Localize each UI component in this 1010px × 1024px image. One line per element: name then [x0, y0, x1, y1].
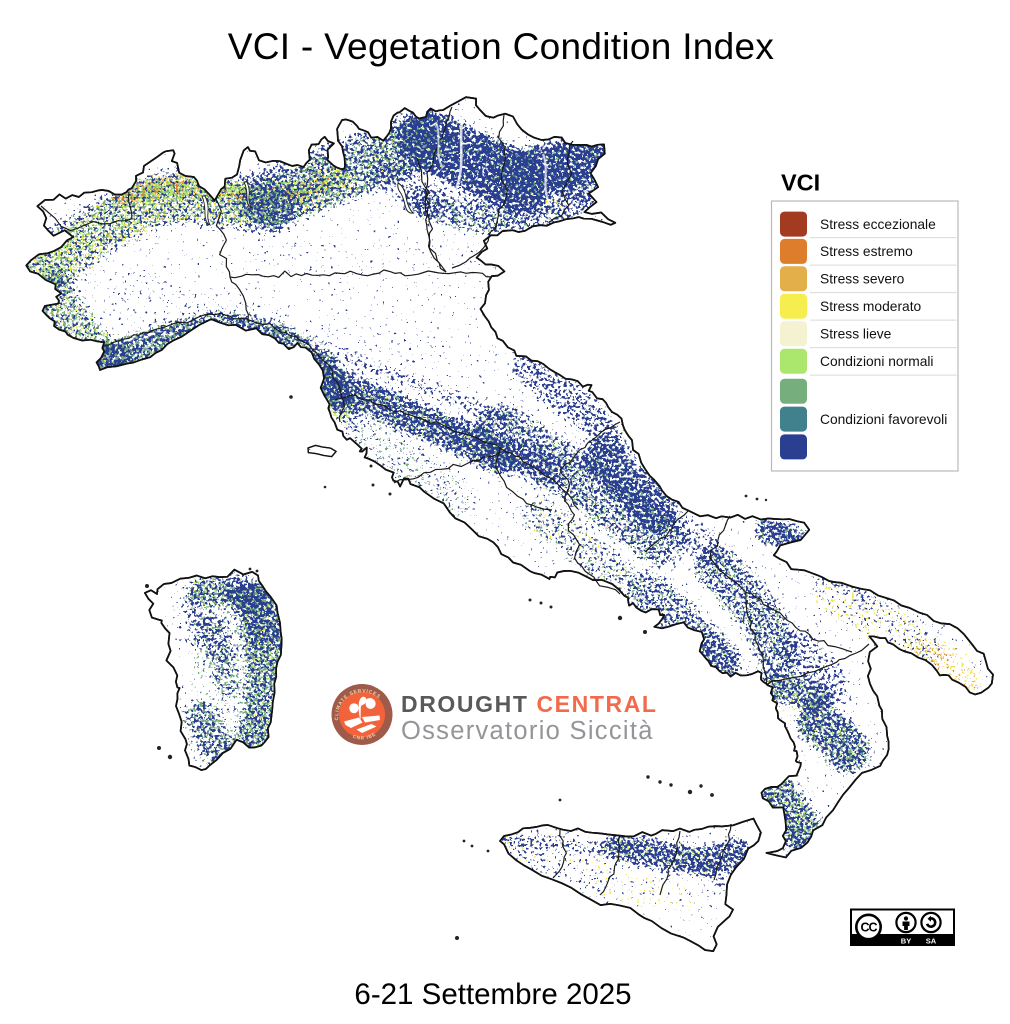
svg-text:Stress eccezionale: Stress eccezionale — [820, 217, 936, 232]
svg-text:SA: SA — [926, 937, 937, 946]
svg-text:DROUGHT CENTRAL: DROUGHT CENTRAL — [401, 691, 658, 717]
svg-text:Osservatorio Siccità: Osservatorio Siccità — [401, 717, 654, 745]
svg-text:Stress severo: Stress severo — [820, 272, 905, 287]
svg-text:6-21 Settembre 2025: 6-21 Settembre 2025 — [354, 978, 631, 1011]
svg-text:Condizioni favorevoli: Condizioni favorevoli — [820, 412, 947, 427]
svg-text:Stress moderato: Stress moderato — [820, 299, 922, 314]
svg-text:CC: CC — [860, 921, 877, 935]
svg-text:BY: BY — [901, 937, 911, 946]
svg-text:Condizioni normali: Condizioni normali — [820, 354, 934, 369]
svg-text:Stress estremo: Stress estremo — [820, 244, 913, 259]
svg-text:VCI: VCI — [781, 170, 820, 196]
svg-text:Stress lieve: Stress lieve — [820, 327, 892, 342]
svg-text:VCI - Vegetation Condition Ind: VCI - Vegetation Condition Index — [228, 26, 775, 67]
